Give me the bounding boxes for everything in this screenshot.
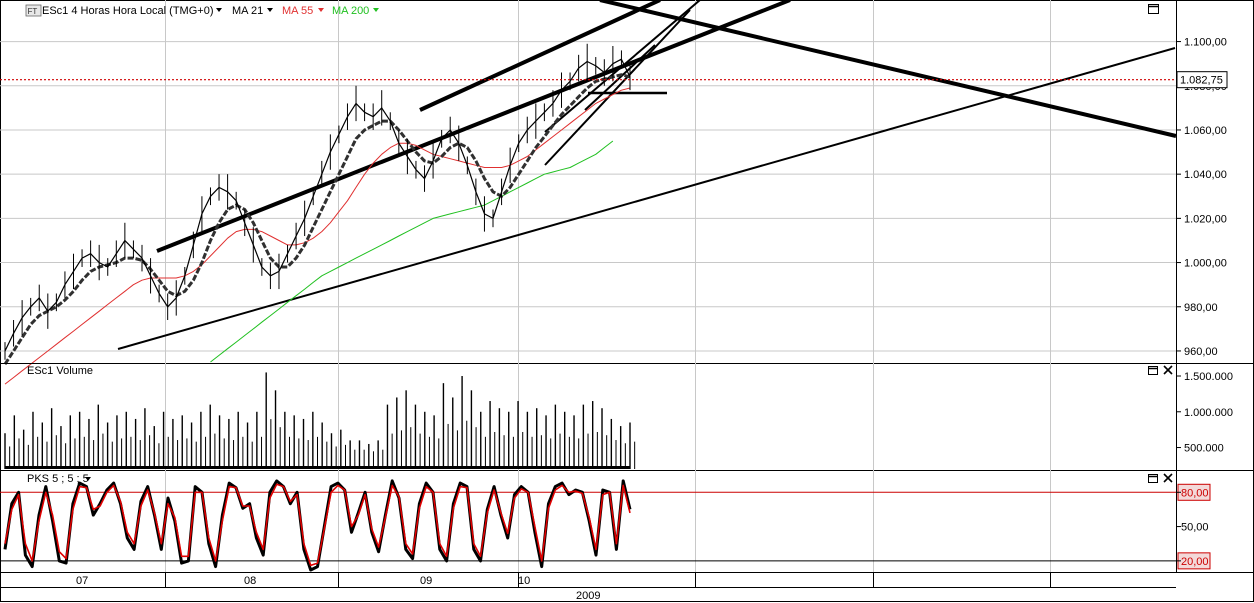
month-label: 09 [420, 575, 432, 587]
price-tick-label: 960,00 [1184, 346, 1218, 358]
volume-panel: ESc1 Volume [4, 363, 1173, 470]
volume-title: ESc1 Volume [27, 365, 93, 377]
volume-maximize-icon[interactable] [1148, 366, 1158, 375]
oscillator-tick-label: 80,00 [1181, 487, 1209, 499]
price-trendlines [117, 0, 1177, 350]
price-tick-labels: 1.100,001.080,001.060,001.040,001.020,00… [1176, 37, 1227, 358]
chart-header: FT ESc1 4 Horas Hora Local (TMG+0) MA 21… [25, 4, 379, 17]
time-axis: 07 08 09 10 2009 [0, 572, 1254, 602]
volume-bars [4, 372, 636, 469]
month-label: 07 [76, 575, 88, 587]
price-tick-label: 1.060,00 [1184, 125, 1227, 137]
oscillator-tick-label: 50,00 [1181, 522, 1209, 534]
trendline-upper-channel [156, 0, 791, 253]
oscillator-tick-labels: 80,00 50,00 20,00 [1176, 483, 1211, 570]
ma200-dropdown-icon[interactable] [373, 8, 379, 12]
volume-tick-label: 1.000.000 [1184, 407, 1233, 419]
ft-icon[interactable] [25, 4, 42, 17]
ma200-label[interactable]: MA 200 [332, 5, 369, 17]
year-label: 2009 [576, 590, 600, 602]
price-series-group [3, 43, 631, 385]
trendline-steep-3 [584, 44, 656, 111]
month-label: 10 [518, 575, 530, 587]
series-line-ma55 [4, 87, 631, 385]
trendline-steep-2 [544, 9, 691, 166]
price-panel-maximize-icon[interactable] [1148, 4, 1159, 14]
series-line-ma200 [210, 140, 614, 363]
volume-tick-labels: 1.500.000 1.000.000 500.000 [1176, 371, 1233, 455]
ma21-dropdown-icon[interactable] [267, 8, 273, 12]
ft-icon-label: FT [28, 7, 38, 16]
oscillator-panel: PKS 5 ; 5 ; 5 [0, 470, 1176, 572]
month-tick-labels: 07 08 09 10 [76, 572, 1051, 587]
symbol-title[interactable]: ESc1 4 Horas Hora Local (TMG+0) [42, 5, 213, 17]
series-line-price [4, 58, 631, 352]
month-label: 08 [244, 575, 256, 587]
volume-close-icon[interactable] [1163, 365, 1173, 375]
oscillator-line-d [4, 483, 631, 567]
oscillator-maximize-icon[interactable] [1148, 474, 1158, 483]
last-value-label: 1.082,75 [1180, 75, 1223, 87]
ma21-label[interactable]: MA 21 [232, 5, 263, 17]
trendline-descending [599, 0, 1177, 138]
volume-tick-label: 1.500.000 [1184, 371, 1233, 383]
ma55-label[interactable]: MA 55 [282, 5, 313, 17]
price-tick-label: 980,00 [1184, 302, 1218, 314]
symbol-dropdown-icon[interactable] [216, 8, 222, 12]
price-tick-label: 1.100,00 [1184, 37, 1227, 49]
last-value-box [1176, 71, 1228, 89]
oscillator-close-icon[interactable] [1163, 473, 1173, 483]
trendline-lower-support [117, 47, 1176, 350]
oscillator-tick-label: 20,00 [1181, 556, 1209, 568]
trendline-top-resistance [419, 0, 661, 112]
oscillator-series [3, 479, 632, 572]
price-tick-label: 1.040,00 [1184, 169, 1227, 181]
price-tick-label: 1.000,00 [1184, 258, 1227, 270]
oscillator-dropdown-icon[interactable] [85, 477, 91, 481]
volume-tick-label: 500.000 [1184, 443, 1224, 455]
trendline-steep-1 [544, 0, 701, 133]
ma55-dropdown-icon[interactable] [318, 8, 324, 12]
price-grid [0, 0, 1176, 363]
oscillator-title: PKS 5 ; 5 ; 5 [27, 473, 89, 485]
price-panel [0, 0, 1177, 385]
price-axis: 1.100,001.080,001.060,001.040,001.020,00… [1176, 0, 1228, 363]
price-tick-label: 1.020,00 [1184, 213, 1227, 225]
